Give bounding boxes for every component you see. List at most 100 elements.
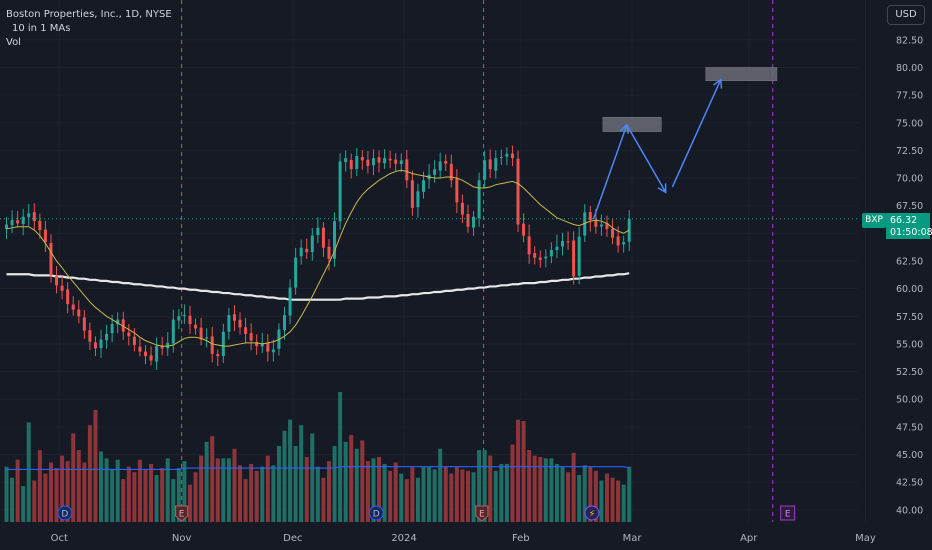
candle-body bbox=[21, 216, 25, 225]
candle-body bbox=[10, 220, 14, 226]
candle-body bbox=[299, 247, 303, 257]
volume-bar bbox=[326, 461, 331, 522]
candle-body bbox=[416, 191, 420, 208]
currency-button[interactable]: USD bbox=[887, 5, 925, 25]
volume-bar bbox=[71, 433, 76, 522]
volume-bar bbox=[99, 451, 104, 522]
candle-body bbox=[32, 212, 36, 222]
candle-body bbox=[522, 223, 526, 236]
time-axis-label: Apr bbox=[740, 533, 758, 544]
volume-bar bbox=[549, 458, 554, 522]
volume-bar bbox=[48, 462, 53, 522]
candle-body bbox=[555, 246, 559, 251]
volume-bar bbox=[87, 425, 92, 522]
volume-bar bbox=[554, 463, 559, 522]
volume-bar bbox=[282, 430, 287, 522]
candle-body bbox=[105, 333, 109, 341]
candle-body bbox=[127, 332, 131, 337]
candle-body bbox=[49, 243, 53, 276]
volume-bar bbox=[210, 436, 215, 522]
volume-bar bbox=[221, 458, 226, 522]
candle-body bbox=[294, 257, 298, 288]
candle-body bbox=[88, 330, 92, 342]
volume-bar bbox=[288, 419, 293, 522]
volume-bar bbox=[382, 463, 387, 522]
volume-bar bbox=[415, 477, 420, 522]
volume-bar bbox=[460, 469, 465, 522]
candle-body bbox=[38, 220, 42, 231]
candle-body bbox=[266, 343, 270, 352]
candle-body bbox=[477, 180, 481, 219]
volume-bar bbox=[126, 466, 131, 522]
volume-bar bbox=[165, 458, 170, 522]
candle-body bbox=[472, 216, 476, 228]
volume-bar bbox=[421, 466, 426, 522]
candle-body bbox=[422, 180, 425, 192]
volume-bar bbox=[493, 470, 498, 522]
volume-bar bbox=[521, 421, 526, 522]
volume-bar bbox=[404, 479, 409, 522]
event-marker-label: E bbox=[479, 510, 485, 520]
candle-body bbox=[138, 346, 142, 352]
volume-bar bbox=[399, 473, 404, 522]
candle-body bbox=[171, 319, 175, 344]
volume-bar bbox=[10, 477, 15, 522]
volume-bar bbox=[343, 441, 348, 522]
candle-body bbox=[16, 220, 20, 224]
candle-body bbox=[572, 240, 576, 277]
event-marker-dividend: D bbox=[368, 505, 384, 521]
price-axis-label: 42.50 bbox=[896, 478, 923, 489]
volume-bar bbox=[410, 466, 415, 522]
candle-body bbox=[494, 158, 498, 171]
candle-body bbox=[66, 289, 70, 305]
volume-bar bbox=[276, 445, 281, 522]
volume-bar bbox=[4, 466, 9, 522]
candle-body bbox=[132, 336, 136, 346]
volume-bar bbox=[510, 444, 515, 522]
volume-bar bbox=[499, 463, 504, 522]
candle-body bbox=[5, 224, 8, 229]
candle-body bbox=[221, 331, 225, 357]
volume-bar bbox=[154, 474, 159, 522]
price-axis-label: 52.50 bbox=[896, 367, 923, 378]
volume-bar bbox=[454, 466, 459, 522]
candle-body bbox=[155, 346, 159, 362]
price-axis-label: 45.00 bbox=[896, 450, 923, 461]
candle-body bbox=[566, 241, 570, 243]
price-axis-label: 62.50 bbox=[896, 257, 923, 268]
candle-body bbox=[149, 355, 153, 361]
candle-body bbox=[388, 158, 392, 161]
volume-bar bbox=[432, 469, 437, 522]
candle-body bbox=[144, 351, 147, 357]
volume-bar bbox=[477, 450, 482, 522]
ma-short-line bbox=[6, 169, 630, 347]
candle-body bbox=[366, 159, 370, 166]
candle-body bbox=[405, 159, 409, 181]
volume-bar bbox=[110, 469, 115, 522]
candle-body bbox=[327, 246, 331, 259]
volume-bar bbox=[293, 445, 298, 522]
volume-bar bbox=[21, 486, 26, 522]
candle-body bbox=[371, 158, 375, 166]
symbol-title[interactable]: Boston Properties, Inc., 1D, NYSE bbox=[6, 9, 172, 20]
time-axis-label: Nov bbox=[172, 533, 192, 544]
candle-body bbox=[349, 160, 353, 170]
candle-body bbox=[232, 314, 236, 321]
candle-body bbox=[238, 319, 242, 328]
candle-body bbox=[394, 159, 398, 164]
volume-bar bbox=[621, 484, 626, 522]
price-axis-label: 77.50 bbox=[896, 91, 923, 102]
price-axis-label: 50.00 bbox=[896, 395, 923, 406]
volume-bar bbox=[482, 450, 487, 522]
volume-bar bbox=[299, 425, 304, 522]
candle-body bbox=[160, 345, 164, 349]
volume-bar bbox=[193, 472, 198, 522]
candle-body bbox=[260, 342, 264, 347]
volume-label[interactable]: Vol bbox=[6, 37, 21, 48]
candle-body bbox=[605, 223, 609, 229]
indicator-label[interactable]: 10 in 1 MAs bbox=[12, 23, 71, 34]
volume-bar bbox=[271, 465, 276, 522]
event-marker-label: ⚡ bbox=[589, 510, 595, 520]
volume-bar bbox=[26, 422, 31, 522]
